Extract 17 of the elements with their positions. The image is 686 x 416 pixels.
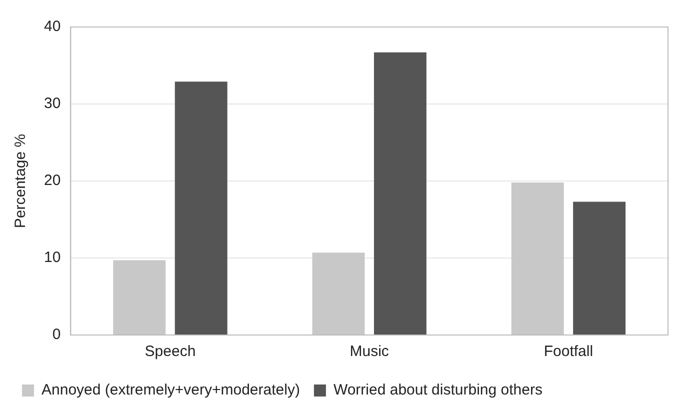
y-axis-title: Percentage %: [12, 134, 30, 228]
y-tick-label: 20: [44, 172, 61, 190]
x-tick-label: Music: [350, 343, 390, 360]
bar: [374, 52, 426, 334]
x-tick-label: Speech: [144, 343, 196, 360]
legend-label: Annoyed (extremely+very+moderately): [42, 382, 300, 399]
y-tick-label: 40: [44, 18, 61, 36]
bar: [312, 252, 365, 334]
bar: [511, 182, 564, 334]
legend-label: Worried about disturbing others: [333, 382, 542, 399]
y-tick-label: 30: [44, 95, 61, 112]
y-tick-label: 10: [44, 249, 61, 266]
bar: [174, 82, 228, 334]
bar: [573, 202, 626, 334]
bar: [113, 260, 166, 334]
x-tick-label: Footfall: [544, 343, 594, 360]
y-tick-label: 0: [52, 326, 61, 344]
